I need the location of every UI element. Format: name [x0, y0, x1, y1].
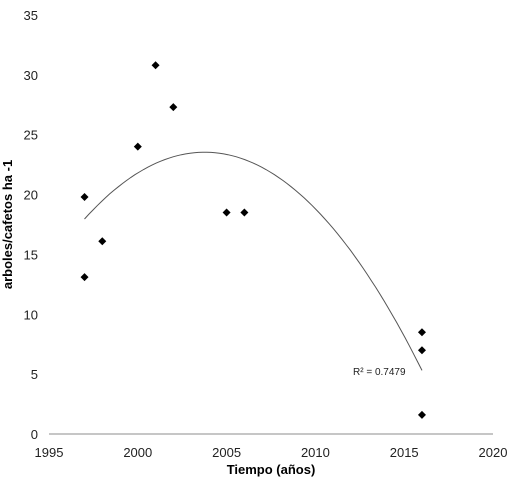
y-tick-labels: 0 5 10 15 20 25 30 35 [24, 8, 38, 442]
y-tick-label: 25 [24, 128, 38, 143]
data-point [80, 192, 89, 201]
data-point [151, 61, 160, 70]
x-axis-title: Tiempo (años) [227, 462, 316, 477]
y-axis-title: arboles/cafetos ha -1 [0, 160, 15, 289]
x-tick-label: 1995 [35, 445, 64, 460]
trendline [84, 151, 423, 371]
r-squared-label: R² = 0.7479 [353, 367, 406, 378]
data-point [133, 142, 142, 151]
x-tick-labels: 1995 2000 2005 2010 2015 2020 [35, 445, 508, 460]
y-tick-label: 0 [31, 427, 38, 442]
data-point [98, 237, 107, 246]
x-tick-label: 2000 [123, 445, 152, 460]
y-tick-label: 30 [24, 68, 38, 83]
y-tick-label: 5 [31, 367, 38, 382]
data-point [222, 208, 231, 217]
data-point [417, 410, 426, 419]
y-tick-label: 35 [24, 8, 38, 23]
data-point [417, 346, 426, 355]
data-point [169, 103, 178, 112]
y-tick-label: 15 [24, 247, 38, 262]
data-point [417, 328, 426, 337]
x-tick-label: 2015 [390, 445, 419, 460]
data-points [80, 61, 426, 419]
data-point [240, 208, 249, 217]
x-tick-label: 2020 [479, 445, 508, 460]
y-tick-label: 10 [24, 307, 38, 322]
data-point [80, 273, 89, 282]
x-tick-label: 2005 [212, 445, 241, 460]
y-tick-label: 20 [24, 188, 38, 203]
x-tick-label: 2010 [301, 445, 330, 460]
